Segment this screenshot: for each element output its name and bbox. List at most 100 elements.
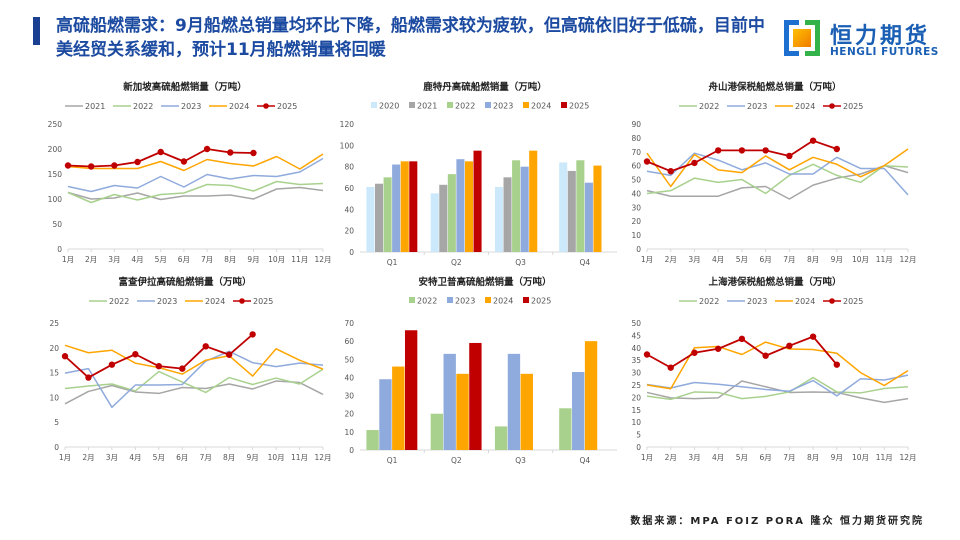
legend-item-2022: 2022 xyxy=(679,297,719,306)
chart-svg: 新加坡高硫船燃销量（万吨） 2021 2022 2023 2024 2025 0 50 100 1… xyxy=(48,81,332,264)
legend-label: 2021 xyxy=(85,102,105,111)
chart-title: 新加坡高硫船燃销量（万吨） xyxy=(123,81,247,93)
x-tick-label: 11月 xyxy=(876,453,893,462)
legend-swatch xyxy=(561,102,567,108)
series-line-2024 xyxy=(67,153,324,172)
x-tick-label: 8月 xyxy=(807,255,819,264)
legend-swatch xyxy=(485,102,491,108)
series-line-2023 xyxy=(67,157,324,193)
legend-label: 2024 xyxy=(795,297,815,306)
data-point-2025 xyxy=(643,351,651,358)
legend-item-2024: 2024 xyxy=(185,297,225,306)
data-point-2025 xyxy=(786,342,793,350)
legend-label: 2022 xyxy=(417,297,437,306)
y-tick-label: 200 xyxy=(48,145,63,154)
x-tick-label: Q3 xyxy=(515,258,526,267)
legend-marker xyxy=(263,103,269,109)
y-tick-label: 0 xyxy=(636,245,641,254)
legend-label: 2021 xyxy=(417,102,437,111)
y-tick-label: 45 xyxy=(631,331,641,340)
x-tick-label: 1月 xyxy=(59,453,71,462)
y-tick-label: 0 xyxy=(57,245,62,254)
x-tick-label: 8月 xyxy=(807,453,819,462)
legend-item-2025: 2025 xyxy=(233,297,273,306)
x-tick-label: 11月 xyxy=(291,453,308,462)
data-point-2025 xyxy=(809,137,817,144)
series-line-2024 xyxy=(64,344,324,377)
legend-item-2024: 2024 xyxy=(485,297,513,306)
data-point-2025 xyxy=(87,163,95,170)
x-tick-label: 9月 xyxy=(831,255,843,264)
x-tick-label: 8月 xyxy=(224,255,236,264)
x-tick-label: 5月 xyxy=(155,255,167,264)
x-tick-label: 2月 xyxy=(665,255,677,264)
y-tick-label: 25 xyxy=(631,381,641,390)
x-tick-label: Q4 xyxy=(580,258,591,267)
bar-2025-Q2 xyxy=(473,150,482,252)
bar-2022-Q3 xyxy=(494,426,508,450)
legend-label: 2025 xyxy=(843,297,863,306)
data-point-2025 xyxy=(132,351,139,358)
x-tick-label: 2月 xyxy=(665,453,677,462)
y-tick-label: 40 xyxy=(631,344,641,353)
bar-2023-Q3 xyxy=(520,166,529,252)
legend-item-2022: 2022 xyxy=(113,102,153,111)
x-tick-label: Q4 xyxy=(580,456,591,465)
series-line-2022 xyxy=(646,376,909,401)
y-tick-label: 0 xyxy=(349,248,354,257)
bar-2024-Q3 xyxy=(520,373,533,450)
y-tick-label: 20 xyxy=(344,227,354,236)
x-tick-label: 7月 xyxy=(783,255,795,264)
chart-title: 安特卫普高硫船燃销量（万吨） xyxy=(418,276,551,288)
series-line-2022 xyxy=(646,163,909,195)
x-tick-label: 1月 xyxy=(62,255,74,264)
legend-label: 2024 xyxy=(229,102,249,111)
y-tick-label: 100 xyxy=(48,195,63,204)
legend-swatch xyxy=(447,102,453,108)
x-tick-label: 3月 xyxy=(688,255,700,264)
y-tick-label: 50 xyxy=(344,355,354,364)
x-tick-label: 9月 xyxy=(246,453,258,462)
logo-text-cn: 恒力期货 xyxy=(830,24,931,49)
y-tick-label: 30 xyxy=(344,392,354,401)
legend-swatch xyxy=(447,297,453,303)
chart-svg: 舟山港保税船燃总销量（万吨） 2022 2023 2024 2025 0 10 20 30 40 5… xyxy=(631,81,916,264)
y-tick-label: 30 xyxy=(631,203,641,212)
bar-2023-Q2 xyxy=(443,353,456,450)
bar-2023-Q2 xyxy=(456,159,465,252)
y-tick-label: 0 xyxy=(636,443,641,452)
bar-2021-Q4 xyxy=(567,170,576,252)
x-tick-label: 7月 xyxy=(783,453,795,462)
chart-svg: 上海港保税船燃总销量（万吨）2022 2023 2024 20250510152025… xyxy=(631,276,916,462)
x-tick-label: 5月 xyxy=(736,255,748,264)
bar-2023-Q1 xyxy=(379,379,392,450)
y-tick-label: 50 xyxy=(631,319,641,328)
data-point-2025 xyxy=(111,162,118,169)
x-tick-label: Q3 xyxy=(515,456,526,465)
legend-label: 2022 xyxy=(109,297,129,306)
series-line-2023 xyxy=(646,374,909,397)
y-tick-label: 50 xyxy=(631,176,641,185)
bar-2021-Q1 xyxy=(374,183,384,252)
data-point-2025 xyxy=(691,159,698,167)
legend-label: 2023 xyxy=(157,297,177,306)
x-tick-label: 9月 xyxy=(247,255,259,264)
legend-swatch xyxy=(409,297,415,303)
y-tick-label: 15 xyxy=(631,406,641,415)
legend-item-2021: 2021 xyxy=(65,102,105,111)
bar-2022-Q3 xyxy=(512,160,521,252)
y-tick-label: 100 xyxy=(340,141,354,150)
data-point-2025 xyxy=(250,149,257,157)
x-tick-label: 12月 xyxy=(899,453,916,462)
series-line-2023 xyxy=(646,152,909,196)
y-tick-label: 10 xyxy=(631,231,641,240)
data-point-2025 xyxy=(833,145,841,153)
legend-item-2022: 2022 xyxy=(89,297,129,306)
x-tick-label: 5月 xyxy=(736,453,748,462)
x-tick-label: 10月 xyxy=(268,453,285,462)
y-tick-label: 80 xyxy=(631,134,641,143)
data-point-2025 xyxy=(180,158,188,165)
bar-2020-Q1 xyxy=(366,186,375,252)
x-tick-label: 4月 xyxy=(131,255,143,264)
y-tick-label: 10 xyxy=(344,428,354,437)
